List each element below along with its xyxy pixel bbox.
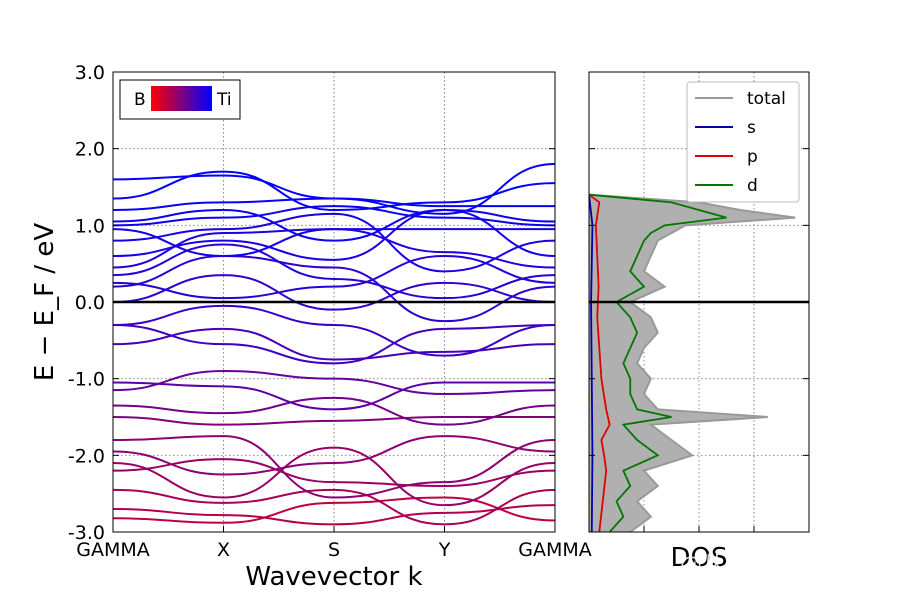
band-line <box>113 369 555 396</box>
dos-series <box>589 193 796 532</box>
dos-legend-box <box>686 81 800 203</box>
dos-total-fill <box>589 194 796 532</box>
band-y-tick-label: 3.0 <box>75 62 105 84</box>
band-line <box>113 415 555 426</box>
band-line <box>113 254 555 323</box>
band-line <box>113 208 555 242</box>
band-line <box>113 458 555 488</box>
band-y-axis-title: E − E_F / eV <box>30 223 60 381</box>
band-line <box>113 212 555 273</box>
dos-ticks <box>589 71 810 533</box>
band-line <box>113 228 555 258</box>
band-lines <box>113 163 555 526</box>
band-y-tick-label: -2.0 <box>68 445 105 467</box>
watermark-text: 知乎 @从火星来到火星去 <box>629 553 878 578</box>
dos-line-d <box>589 193 727 532</box>
dos-legend-label-s: s <box>747 118 756 138</box>
dos-panel: total spd DOS <box>588 71 810 573</box>
band-x-tick-label: X <box>217 539 230 561</box>
band-y-tick-label: 1.0 <box>75 215 105 237</box>
dos-line-total <box>589 193 796 532</box>
band-x-ticks: GAMMA X S Y GAMMA <box>76 526 592 561</box>
band-line <box>113 324 555 365</box>
dos-x-axis-title: DOS <box>671 543 728 573</box>
band-line <box>113 504 555 526</box>
projection-gradient-swatch <box>151 86 212 111</box>
band-line <box>113 446 555 507</box>
legend-ti-label: Ti <box>216 90 232 110</box>
band-line <box>113 396 555 426</box>
band-panel: -3.0 -2.0 -1.0 0.0 1.0 2.0 3.0 GAMMA X S Y GAMMA B… <box>30 62 592 592</box>
band-line <box>113 381 555 411</box>
band-line <box>113 435 555 499</box>
band-y-tick-label: -3.0 <box>68 522 105 544</box>
band-line <box>113 254 555 300</box>
band-line <box>113 488 555 526</box>
band-x-tick-label: Y <box>438 539 451 561</box>
band-y-tick-label: -1.0 <box>68 369 105 391</box>
band-y-tick-label: 0.0 <box>75 292 105 314</box>
band-line <box>113 170 555 212</box>
dos-legend-label-p: p <box>747 147 758 167</box>
band-x-axis-title: Wavevector k <box>245 562 422 592</box>
band-x-tick-label: GAMMA <box>518 539 592 561</box>
dos-legend: total spd <box>686 81 800 203</box>
band-line <box>113 163 555 215</box>
projection-legend: B Ti <box>119 79 241 120</box>
band-x-tick-label: S <box>328 539 340 561</box>
band-y-ticks: -3.0 -2.0 -1.0 0.0 1.0 2.0 3.0 <box>68 62 555 544</box>
band-line <box>113 208 555 261</box>
band-line <box>113 435 555 476</box>
dos-legend-label-d: d <box>747 176 758 196</box>
dos-legend-label-total: total <box>747 89 786 109</box>
band-line <box>113 274 555 311</box>
band-line <box>113 496 555 524</box>
dos-line-p <box>589 193 611 532</box>
dos-line-s <box>589 194 594 532</box>
band-x-tick-label: GAMMA <box>76 539 150 561</box>
band-line <box>113 205 555 227</box>
band-y-tick-label: 2.0 <box>75 139 105 161</box>
band-line <box>113 304 555 357</box>
legend-b-label: B <box>134 90 146 110</box>
